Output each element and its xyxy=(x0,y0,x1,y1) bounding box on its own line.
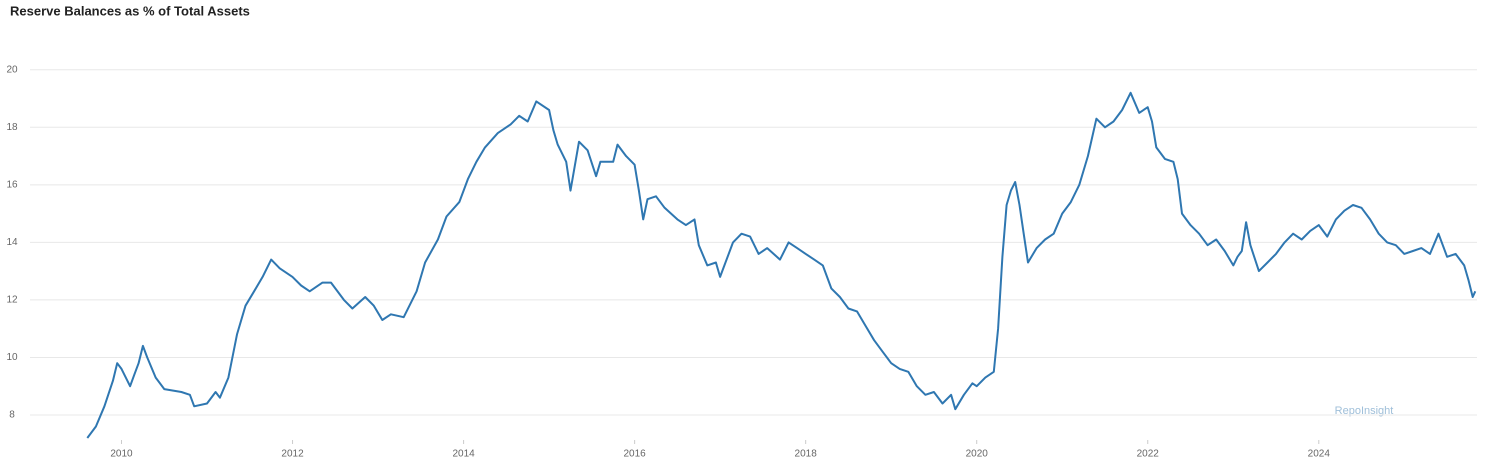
x-tick-label: 2024 xyxy=(1308,449,1331,460)
y-tick-label: 12 xyxy=(6,295,18,306)
x-tick-label: 2016 xyxy=(624,449,647,460)
watermark: RepoInsight xyxy=(1335,405,1394,417)
y-tick-label: 18 xyxy=(6,122,18,133)
x-tick-label: 2022 xyxy=(1137,449,1160,460)
x-tick-label: 2014 xyxy=(452,449,475,460)
data-line xyxy=(86,91,1477,439)
y-tick-label: 8 xyxy=(9,410,15,421)
x-tick-label: 2010 xyxy=(110,449,133,460)
chart-title: Reserve Balances as % of Total Assets xyxy=(10,3,250,18)
y-tick-label: 10 xyxy=(6,352,18,363)
y-tick-label: 16 xyxy=(6,179,18,190)
y-tick-label: 20 xyxy=(6,64,18,75)
y-tick-label: 14 xyxy=(6,237,18,248)
x-tick-label: 2020 xyxy=(966,449,989,460)
x-tick-label: 2012 xyxy=(281,449,304,460)
x-tick-label: 2018 xyxy=(795,449,818,460)
